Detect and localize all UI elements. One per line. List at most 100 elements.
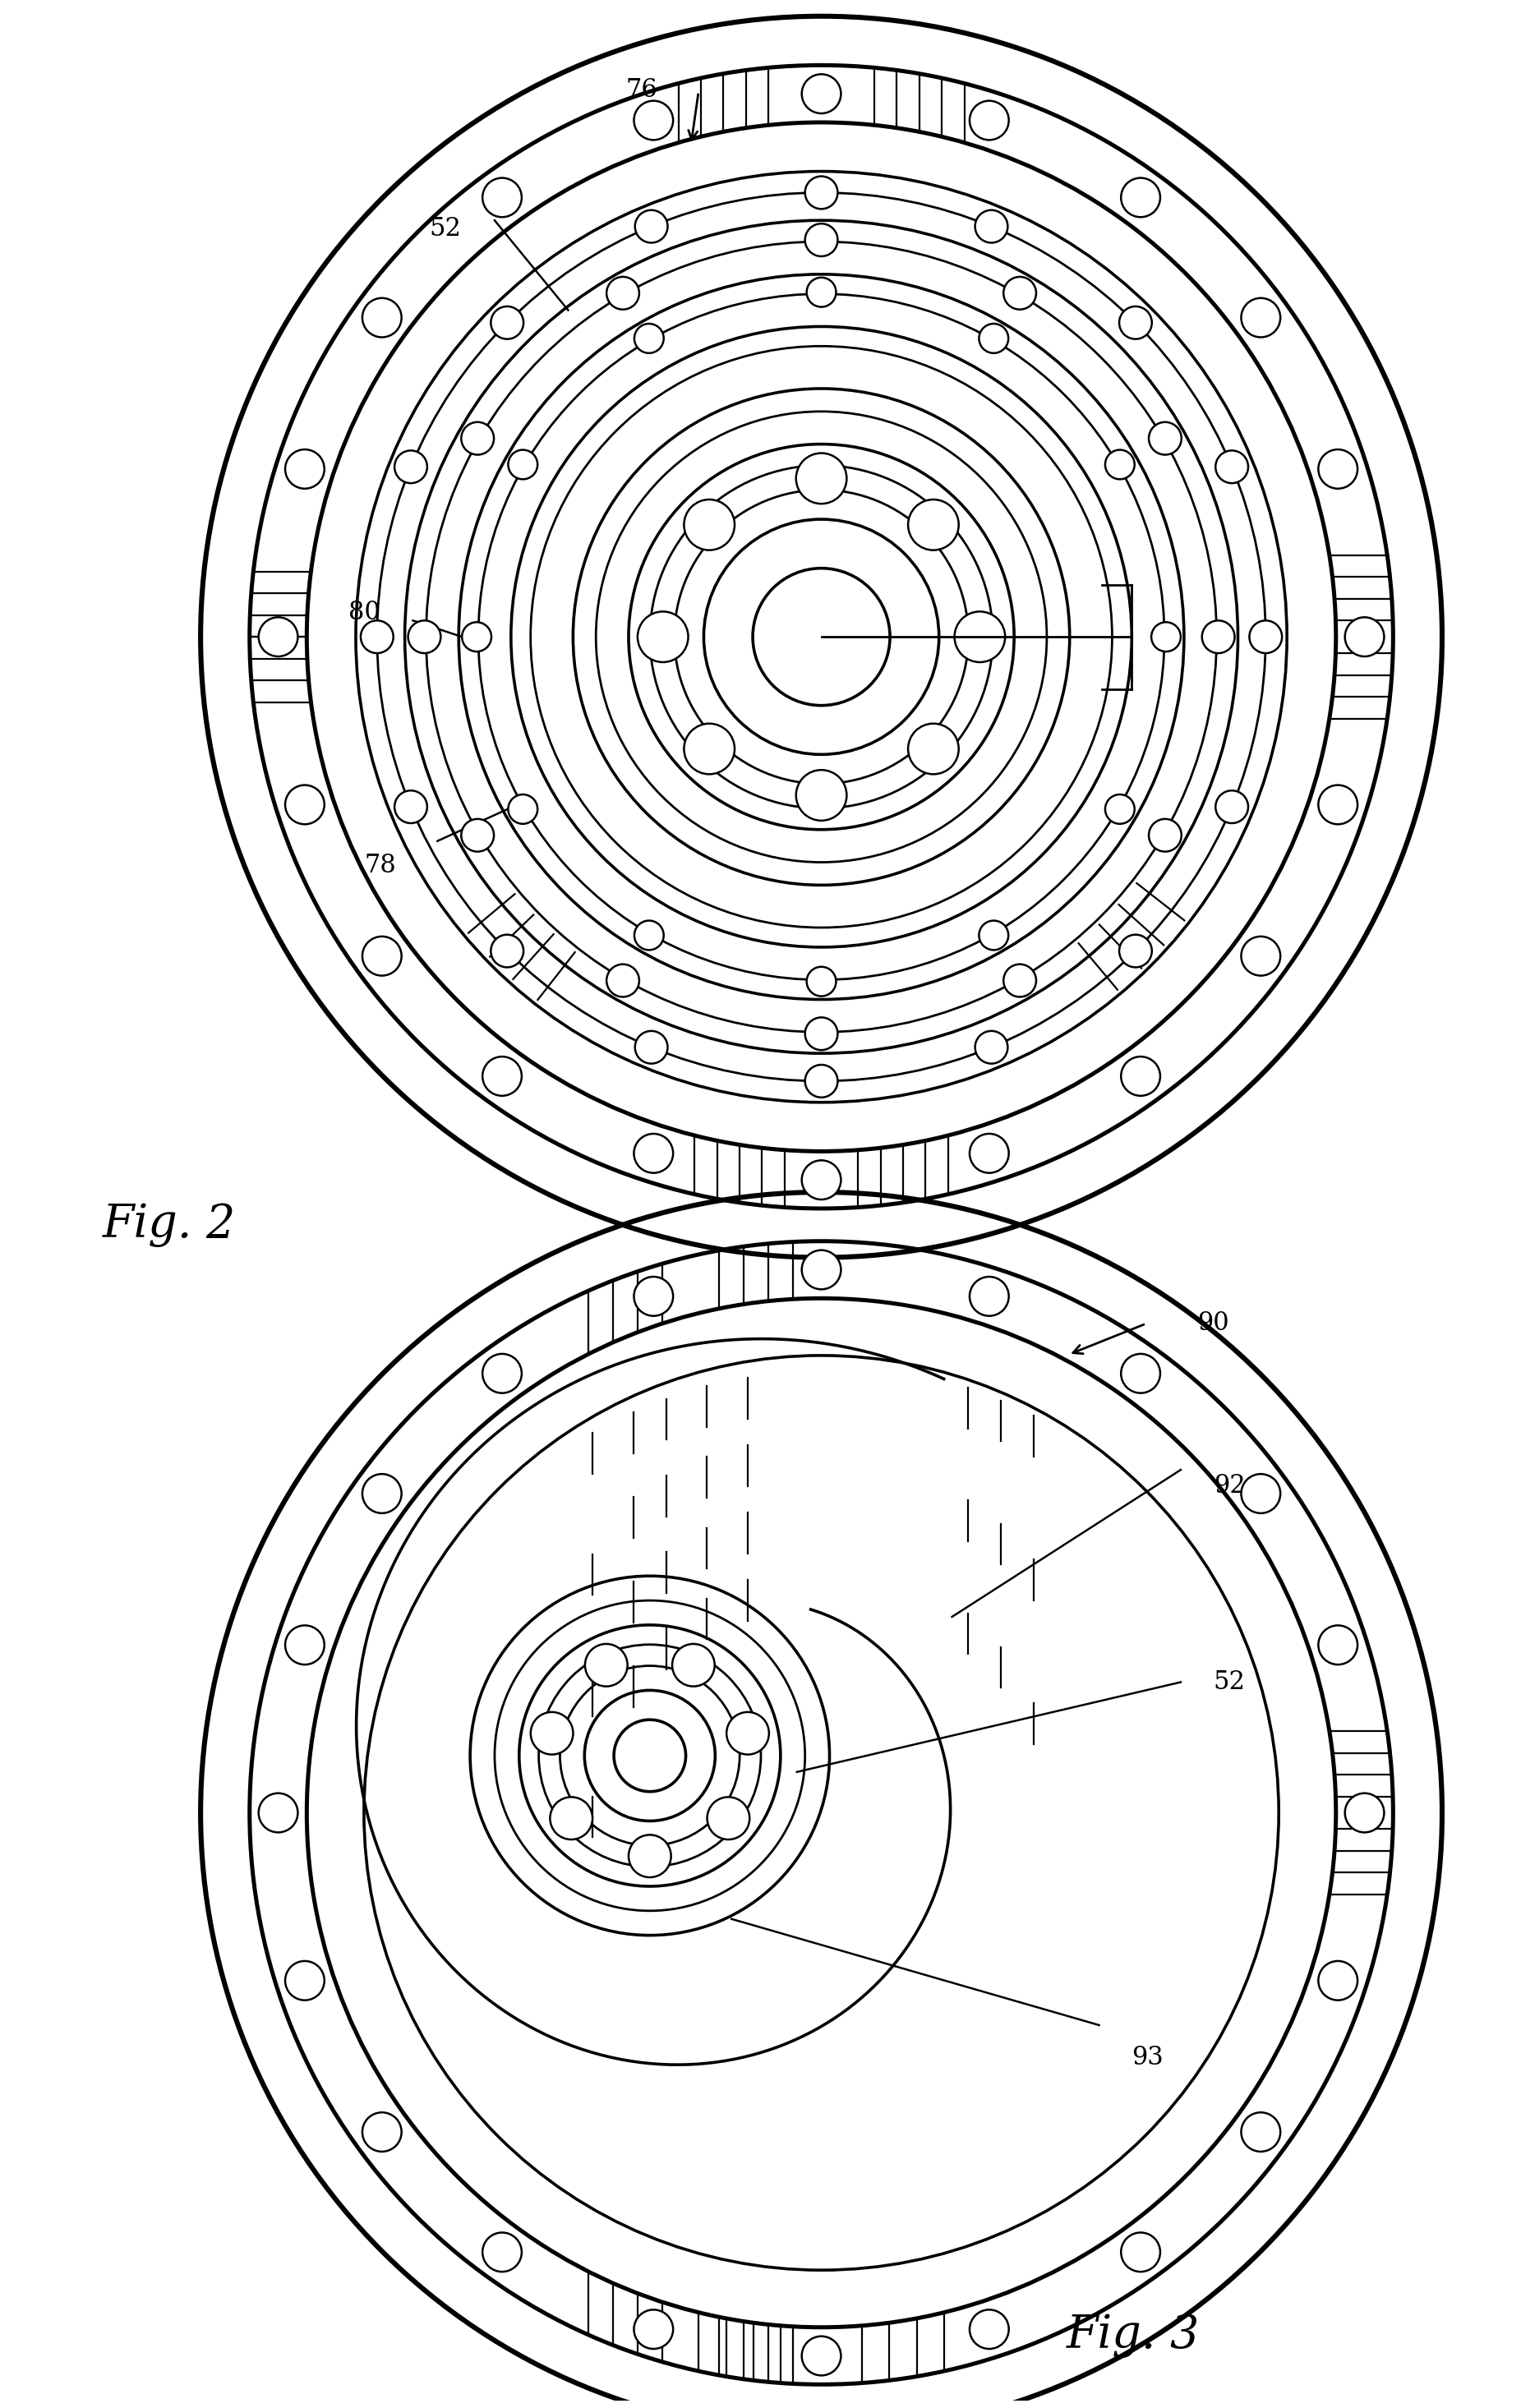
Circle shape — [707, 1796, 750, 1840]
Circle shape — [634, 2309, 674, 2348]
Circle shape — [806, 966, 837, 997]
Circle shape — [1121, 2232, 1161, 2271]
Circle shape — [805, 1064, 838, 1098]
Circle shape — [482, 1057, 522, 1096]
Circle shape — [1249, 621, 1282, 653]
Circle shape — [634, 209, 668, 243]
Circle shape — [908, 498, 958, 549]
Circle shape — [1241, 937, 1281, 975]
Circle shape — [531, 1712, 573, 1755]
Circle shape — [975, 209, 1008, 243]
Circle shape — [362, 299, 402, 337]
Circle shape — [1319, 1625, 1358, 1664]
Circle shape — [1106, 450, 1135, 479]
Circle shape — [684, 498, 735, 549]
Circle shape — [1202, 621, 1235, 653]
Circle shape — [508, 795, 537, 824]
Circle shape — [1345, 1794, 1384, 1832]
Circle shape — [360, 621, 394, 653]
Circle shape — [634, 920, 663, 951]
Circle shape — [1121, 178, 1161, 217]
Text: Fig. 3: Fig. 3 — [1066, 2314, 1200, 2357]
Circle shape — [795, 453, 847, 503]
Circle shape — [805, 224, 838, 255]
Circle shape — [284, 785, 324, 824]
Circle shape — [1319, 1960, 1358, 2001]
Circle shape — [1319, 450, 1358, 489]
Circle shape — [482, 1353, 522, 1394]
Text: Fig. 2: Fig. 2 — [102, 1202, 236, 1247]
Circle shape — [259, 1794, 298, 1832]
Circle shape — [684, 722, 735, 775]
Circle shape — [1148, 421, 1182, 455]
Circle shape — [969, 2309, 1008, 2348]
Circle shape — [284, 450, 324, 489]
Circle shape — [908, 722, 958, 775]
Text: 78: 78 — [365, 852, 395, 879]
Text: 90: 90 — [1197, 1310, 1229, 1336]
Text: 52: 52 — [429, 217, 462, 241]
Text: 52: 52 — [1214, 1669, 1246, 1695]
Circle shape — [362, 1474, 402, 1512]
Circle shape — [259, 616, 298, 657]
Circle shape — [980, 920, 1008, 951]
Circle shape — [634, 1134, 674, 1173]
Circle shape — [1215, 450, 1249, 484]
Circle shape — [980, 323, 1008, 354]
Circle shape — [795, 771, 847, 821]
Circle shape — [362, 937, 402, 975]
Circle shape — [491, 306, 523, 340]
Circle shape — [394, 790, 427, 824]
Circle shape — [634, 101, 674, 140]
Circle shape — [394, 450, 427, 484]
Circle shape — [802, 2336, 841, 2374]
Circle shape — [969, 101, 1008, 140]
Text: 80: 80 — [348, 600, 380, 626]
Circle shape — [802, 1250, 841, 1288]
Circle shape — [482, 2232, 522, 2271]
Circle shape — [634, 1276, 674, 1315]
Circle shape — [551, 1796, 593, 1840]
Circle shape — [1241, 1474, 1281, 1512]
Circle shape — [408, 621, 441, 653]
Circle shape — [806, 277, 837, 306]
Circle shape — [969, 1134, 1008, 1173]
Circle shape — [284, 1625, 324, 1664]
Circle shape — [586, 1645, 628, 1686]
Circle shape — [482, 178, 522, 217]
Circle shape — [1241, 2112, 1281, 2153]
Circle shape — [1106, 795, 1135, 824]
Circle shape — [1215, 790, 1249, 824]
Circle shape — [955, 612, 1005, 662]
Circle shape — [802, 75, 841, 113]
Circle shape — [1319, 785, 1358, 824]
Circle shape — [1004, 963, 1036, 997]
Text: 76: 76 — [625, 77, 657, 104]
Circle shape — [508, 450, 537, 479]
Text: 93: 93 — [1132, 2044, 1164, 2071]
Circle shape — [1345, 616, 1384, 657]
Circle shape — [1121, 1353, 1161, 1394]
Circle shape — [461, 421, 494, 455]
Circle shape — [672, 1645, 715, 1686]
Circle shape — [802, 1161, 841, 1199]
Circle shape — [975, 1031, 1008, 1064]
Circle shape — [1241, 299, 1281, 337]
Circle shape — [969, 1276, 1008, 1315]
Circle shape — [628, 1835, 671, 1878]
Circle shape — [637, 612, 687, 662]
Circle shape — [727, 1712, 770, 1755]
Circle shape — [634, 323, 663, 354]
Circle shape — [1121, 1057, 1161, 1096]
Circle shape — [607, 963, 639, 997]
Text: 92: 92 — [1214, 1474, 1246, 1498]
Circle shape — [462, 621, 491, 653]
Circle shape — [1004, 277, 1036, 311]
Circle shape — [1148, 819, 1182, 852]
Circle shape — [805, 176, 838, 209]
Circle shape — [1119, 934, 1151, 968]
Circle shape — [607, 277, 639, 311]
Circle shape — [491, 934, 523, 968]
Circle shape — [284, 1960, 324, 2001]
Circle shape — [1119, 306, 1151, 340]
